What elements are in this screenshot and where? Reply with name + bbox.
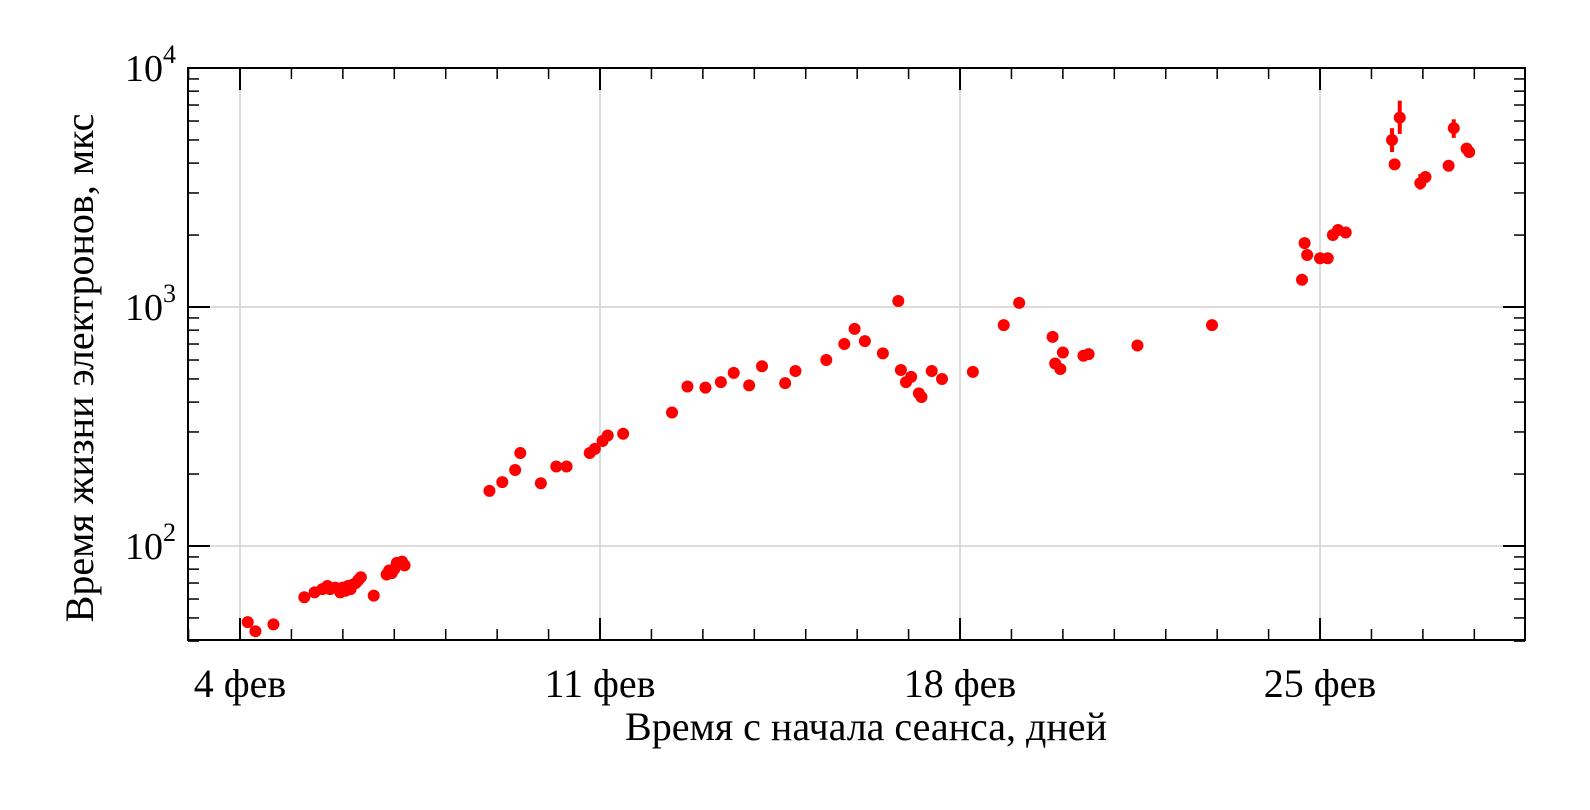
data-point [1321,252,1334,265]
x-tick-label: 18 фев [904,661,1017,706]
data-point [1339,226,1352,239]
data-point [1056,346,1069,359]
data-point [756,360,769,373]
data-point [714,376,727,389]
minor-ticks [187,68,1525,642]
plot-frame [187,67,1526,641]
data-point [743,379,756,392]
data-point [1386,133,1399,146]
data-point [905,370,918,383]
data-point [1393,111,1406,124]
x-tick-label: 4 фев [194,661,287,706]
y-tick-label: 103 [125,279,176,329]
data-point [1206,319,1219,332]
data-point [1013,296,1026,309]
data-point [876,347,889,360]
data-point [1054,363,1067,376]
data-point [1082,348,1095,361]
data-point [298,591,311,604]
data-point [1463,146,1476,159]
data-point [789,364,802,377]
data-point [966,365,979,378]
data-point [892,294,905,307]
data-point [617,427,630,440]
data-point [483,484,496,497]
data-point [925,364,938,377]
y-tick-label: 104 [125,40,176,90]
data-point [560,460,573,473]
data-point [838,338,851,351]
data-point [936,372,949,385]
data-point [1388,158,1401,171]
data-point [1298,237,1311,250]
data-point [534,477,547,490]
data-point [1296,273,1309,286]
data-point [496,476,509,489]
x-axis-ticks: 4 фев 11 фев 18 фев 25 фев [194,68,1377,706]
y-axis-label: Время жизни электронов, мкс [57,114,102,623]
data-point [666,406,679,419]
data-point [894,364,907,377]
data-point [915,391,928,404]
grid-lines [188,68,1525,640]
data-point [398,559,411,572]
data-point [1419,170,1432,183]
data-points [241,111,1476,638]
data-point [727,366,740,379]
data-point [681,380,694,393]
y-axis-ticks: 102 103 104 [125,40,1525,568]
data-point [514,446,527,459]
data-point [699,381,712,394]
data-point [997,319,1010,332]
x-tick-label: 25 фев [1264,661,1377,706]
data-point [820,354,833,367]
data-point [509,463,522,476]
y-tick-label: 102 [125,518,176,568]
data-point [1301,249,1314,262]
data-point [1447,122,1460,135]
x-tick-label: 11 фев [544,661,655,706]
data-point [354,571,367,584]
x-axis-label: Время с начала сеанса, дней [625,704,1107,749]
data-point [1046,330,1059,343]
data-point [848,322,861,335]
data-point [858,335,871,348]
data-point [241,616,254,629]
data-point [779,377,792,390]
data-point [588,442,601,455]
data-point [550,460,563,473]
data-point [1131,339,1144,352]
data-point [367,589,380,602]
data-point [267,618,280,631]
data-point [1442,159,1455,172]
data-point [249,625,262,638]
data-point [601,429,614,442]
